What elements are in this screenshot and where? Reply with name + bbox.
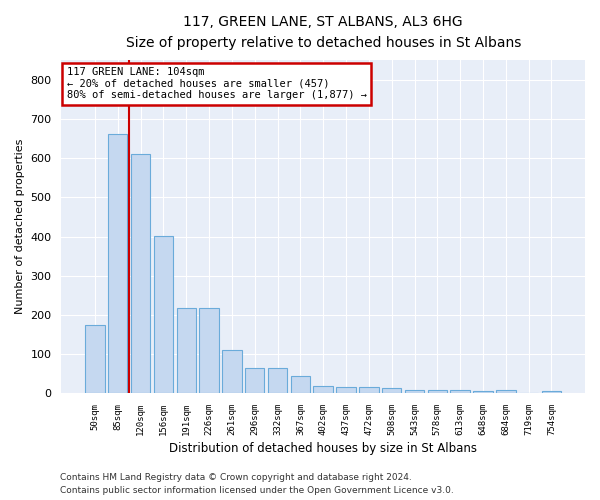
Text: Contains HM Land Registry data © Crown copyright and database right 2024.
Contai: Contains HM Land Registry data © Crown c… [60, 474, 454, 495]
Bar [473, 390, 493, 393]
Bar [199, 308, 219, 393]
Bar [245, 368, 265, 393]
Title: 117, GREEN LANE, ST ALBANS, AL3 6HG
Size of property relative to detached houses: 117, GREEN LANE, ST ALBANS, AL3 6HG Size… [125, 15, 521, 50]
Bar [428, 390, 447, 393]
Bar [542, 390, 561, 393]
Bar [85, 324, 104, 393]
Bar [131, 154, 150, 393]
Text: 117 GREEN LANE: 104sqm
← 20% of detached houses are smaller (457)
80% of semi-de: 117 GREEN LANE: 104sqm ← 20% of detached… [67, 67, 367, 100]
Bar [405, 390, 424, 393]
X-axis label: Distribution of detached houses by size in St Albans: Distribution of detached houses by size … [169, 442, 477, 455]
Bar [382, 388, 401, 393]
Bar [176, 308, 196, 393]
Bar [290, 376, 310, 393]
Bar [154, 236, 173, 393]
Bar [359, 387, 379, 393]
Bar [496, 390, 515, 393]
Bar [337, 387, 356, 393]
Bar [313, 386, 333, 393]
Bar [108, 134, 127, 393]
Bar [451, 390, 470, 393]
Y-axis label: Number of detached properties: Number of detached properties [15, 139, 25, 314]
Bar [268, 368, 287, 393]
Bar [222, 350, 242, 393]
